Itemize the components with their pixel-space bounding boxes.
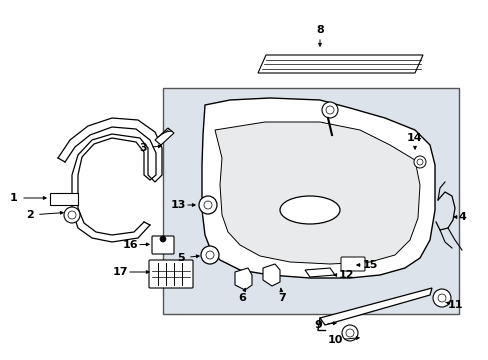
Ellipse shape [280, 196, 339, 224]
Circle shape [201, 246, 219, 264]
Circle shape [325, 106, 333, 114]
Bar [163, 88, 458, 314]
Circle shape [346, 329, 353, 337]
Text: 9: 9 [313, 320, 321, 330]
Circle shape [205, 251, 214, 259]
Text: 13: 13 [170, 200, 185, 210]
Text: 1: 1 [10, 193, 18, 203]
Text: 17: 17 [112, 267, 127, 277]
FancyBboxPatch shape [152, 236, 174, 254]
Polygon shape [202, 98, 434, 278]
Text: 11: 11 [447, 300, 462, 310]
Text: 12: 12 [338, 270, 353, 280]
Circle shape [160, 236, 165, 242]
Polygon shape [155, 128, 174, 145]
Polygon shape [235, 268, 251, 290]
Text: 15: 15 [362, 260, 377, 270]
Text: 7: 7 [278, 293, 285, 303]
Text: 2: 2 [26, 210, 34, 220]
Circle shape [64, 207, 80, 223]
Polygon shape [258, 55, 422, 73]
Polygon shape [305, 268, 334, 277]
Text: 6: 6 [238, 293, 245, 303]
Bar [50, 193, 78, 205]
Text: 5: 5 [177, 253, 184, 263]
Text: 3: 3 [139, 143, 146, 153]
Circle shape [203, 201, 212, 209]
Polygon shape [319, 288, 431, 325]
Polygon shape [263, 264, 280, 286]
Circle shape [321, 102, 337, 118]
Circle shape [341, 325, 357, 341]
Circle shape [432, 289, 450, 307]
Circle shape [416, 159, 422, 165]
Circle shape [68, 211, 76, 219]
Circle shape [413, 156, 425, 168]
Text: 14: 14 [407, 133, 422, 143]
Circle shape [437, 294, 445, 302]
Text: 10: 10 [326, 335, 342, 345]
Text: 8: 8 [315, 25, 323, 35]
FancyBboxPatch shape [340, 257, 364, 271]
Text: 4: 4 [457, 212, 465, 222]
Text: 16: 16 [122, 240, 138, 250]
FancyBboxPatch shape [149, 260, 193, 288]
Polygon shape [215, 122, 419, 264]
Circle shape [199, 196, 217, 214]
